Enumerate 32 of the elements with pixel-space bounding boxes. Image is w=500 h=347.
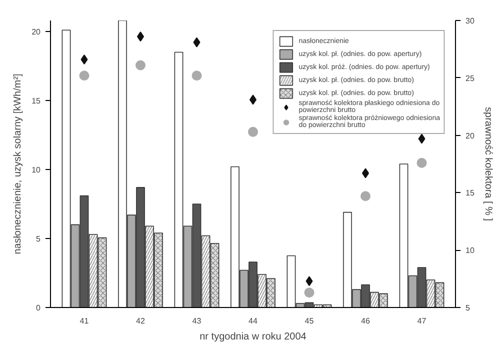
x-tick-label: 45 xyxy=(304,316,314,326)
y2-tick-label: 25 xyxy=(466,74,475,83)
x-tick-label: 47 xyxy=(417,316,427,326)
x-axis-title: nr tygodnia w roku 2004 xyxy=(200,332,307,342)
y-tick-label: 15 xyxy=(32,96,42,106)
point xyxy=(304,288,314,298)
point xyxy=(306,276,313,286)
x-tick-label: 43 xyxy=(192,316,202,326)
y-tick-label: 10 xyxy=(32,166,42,175)
y-tick-label: 5 xyxy=(36,234,42,244)
y-tick-label: 20 xyxy=(32,28,42,37)
y-tick-label: 0 xyxy=(36,304,42,312)
point xyxy=(416,158,427,168)
point xyxy=(360,191,370,202)
y2-axis-title: sprawność kolektora [ % ] xyxy=(482,107,494,222)
y2-tick-label: 5 xyxy=(466,304,470,312)
point xyxy=(80,54,88,65)
point xyxy=(136,60,146,70)
point xyxy=(193,37,200,48)
y2-tick-label: 10 xyxy=(466,246,475,256)
y2-tick-label: 30 xyxy=(466,16,475,26)
point xyxy=(79,70,90,81)
x-tick-label: 42 xyxy=(136,316,146,326)
x-tick-label: 41 xyxy=(80,316,90,326)
point xyxy=(248,126,258,137)
x-tick-label: 46 xyxy=(361,316,370,326)
y-axis-title: nasłonecznienie, uzysk solarny [kWh/m²] xyxy=(12,73,24,254)
point xyxy=(418,134,426,144)
y2-tick-label: 20 xyxy=(466,131,475,140)
point xyxy=(192,70,202,81)
x-tick-label: 44 xyxy=(248,316,258,326)
y2-tick-label: 15 xyxy=(466,188,475,198)
